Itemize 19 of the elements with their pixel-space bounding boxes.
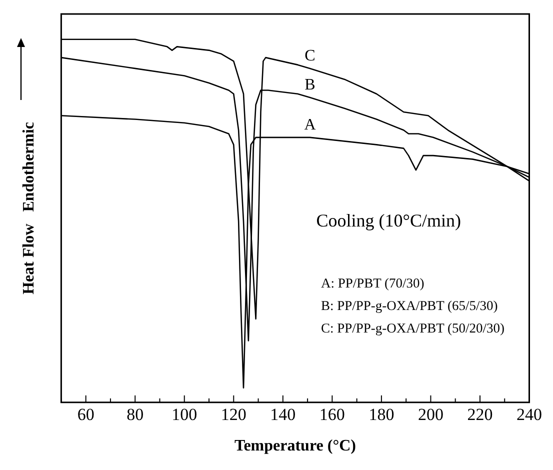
x-tick-label: 240 (516, 405, 542, 424)
x-tick-label: 140 (270, 405, 296, 424)
series-label: C (304, 48, 316, 65)
x-tick-label: 220 (467, 405, 493, 424)
series-label: A (304, 116, 316, 134)
x-tick-label: 200 (418, 405, 444, 424)
x-tick-label: 100 (172, 405, 198, 424)
x-tick-label: 60 (77, 405, 94, 424)
annotation: A: PP/PBT (70/30) (320, 275, 424, 290)
x-tick-label: 160 (319, 405, 345, 424)
y-axis-title: Heat Flow Endothermic (20, 122, 38, 294)
x-tick-label: 80 (126, 405, 144, 424)
x-axis-title: Temperature (°C) (234, 438, 356, 455)
annotation: B: PP/PP-g-OXA/PBT (65/5/30) (320, 298, 498, 314)
x-tick-label: 180 (368, 405, 394, 424)
annotation: C: PP/PP-g-OXA/PBT (50/20/30) (320, 320, 505, 336)
series-label: B (304, 76, 316, 94)
annotation: Cooling (10°C/min) (316, 210, 461, 231)
x-tick-label: 120 (220, 405, 246, 424)
